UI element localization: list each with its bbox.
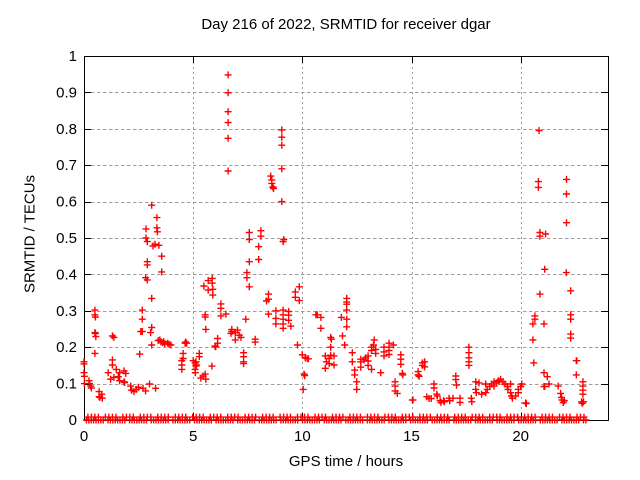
x-tick-label: 10 — [294, 428, 311, 445]
y-tick-label: 0.8 — [56, 121, 77, 138]
y-tick-label: 0.1 — [56, 376, 77, 393]
y-tick-label: 0.3 — [56, 303, 77, 320]
chart-title: Day 216 of 2022, SRMTID for receiver dga… — [201, 16, 491, 33]
y-tick-label: 0.7 — [56, 157, 77, 174]
y-tick-label: 0.9 — [56, 84, 77, 101]
y-tick-label: 0.6 — [56, 194, 77, 211]
y-tick-label: 0.4 — [56, 266, 77, 283]
x-tick-label: 15 — [403, 428, 420, 445]
x-tick-label: 20 — [512, 428, 529, 445]
y-tick-label: 0.2 — [56, 339, 77, 356]
x-axis-title: GPS time / hours — [288, 453, 404, 470]
y-tick-label: 0.5 — [56, 230, 77, 247]
vertical-gridlines — [193, 57, 522, 419]
x-tick-label: 5 — [189, 428, 197, 445]
y-tick-label: 0 — [69, 412, 77, 429]
x-tick-label: 0 — [80, 428, 88, 445]
y-tick-label: 1 — [69, 48, 77, 65]
scatter-points — [80, 71, 590, 424]
